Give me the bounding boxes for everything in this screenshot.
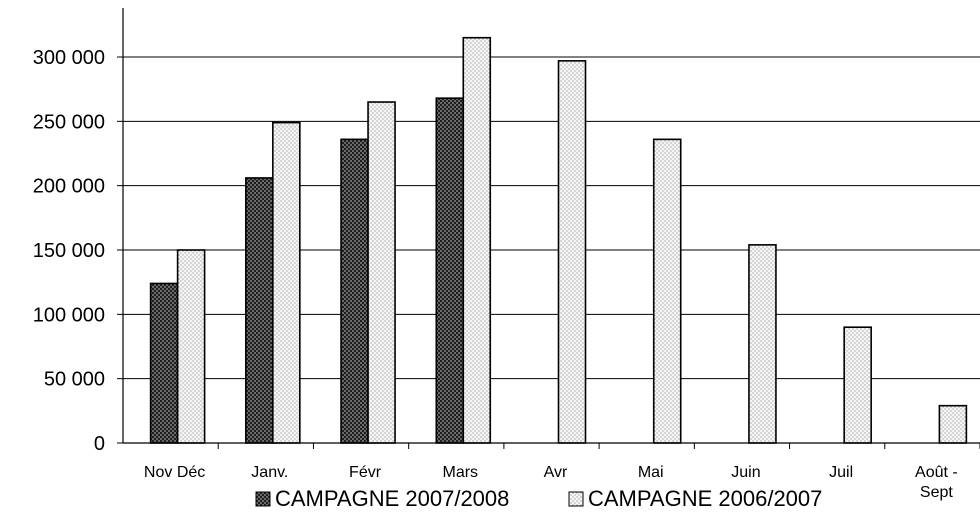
bar-2006-2007	[462, 36, 492, 444]
x-tick-label: Juil	[829, 464, 853, 481]
bar-2006-2007	[176, 249, 206, 444]
bar-2006-2007	[557, 60, 587, 444]
bar-2007-2008	[435, 97, 465, 444]
bar-2007-2008	[245, 177, 274, 444]
legend-label-2006-2007: CAMPAGNE 2006/2007	[588, 486, 822, 511]
legend: CAMPAGNE 2007/2008 CAMPAGNE 2006/2007	[255, 486, 822, 511]
x-tick-label: Nov Déc	[144, 464, 205, 481]
bar-2006-2007	[843, 326, 872, 444]
x-tick-label: Mars	[442, 464, 478, 481]
x-tick-label: Févr	[349, 464, 382, 481]
x-tick-label: Avr	[544, 464, 568, 481]
y-axis-tick-labels: 0 50 000 100 000 150 000 200 000 250 000 300 0…	[33, 47, 105, 455]
axes	[117, 8, 980, 449]
legend-swatch-2007-2008	[255, 491, 271, 507]
x-tick-label: Mai	[638, 464, 664, 481]
y-tick-label: 100 000	[33, 304, 105, 326]
bar-2006-2007	[652, 138, 682, 444]
x-tick-label: Sept	[920, 484, 953, 501]
bar-2006-2007	[367, 101, 396, 444]
bars	[149, 36, 968, 444]
y-tick-label: 300 000	[33, 47, 105, 69]
legend-label-2007-2008: CAMPAGNE 2007/2008	[275, 486, 509, 511]
x-tick-label: Juin	[731, 464, 760, 481]
x-axis-category-labels: Nov Déc Janv. Févr Mars Avr Mai Juin Juil Août -…	[144, 464, 958, 501]
bar-2007-2008	[149, 282, 179, 444]
bar-2006-2007	[272, 121, 301, 444]
bar-2006-2007	[938, 404, 968, 444]
bar-2007-2008	[340, 138, 369, 444]
y-tick-label: 0	[94, 433, 105, 455]
y-tick-label: 200 000	[33, 176, 105, 198]
legend-swatch-2006-2007	[568, 491, 584, 507]
y-tick-label: 50 000	[44, 369, 105, 391]
y-tick-label: 150 000	[33, 240, 105, 262]
bar-2006-2007	[748, 244, 777, 444]
x-tick-label: Janv.	[251, 464, 288, 481]
y-tick-label: 250 000	[33, 111, 105, 133]
x-tick-label: Août -	[915, 464, 958, 481]
